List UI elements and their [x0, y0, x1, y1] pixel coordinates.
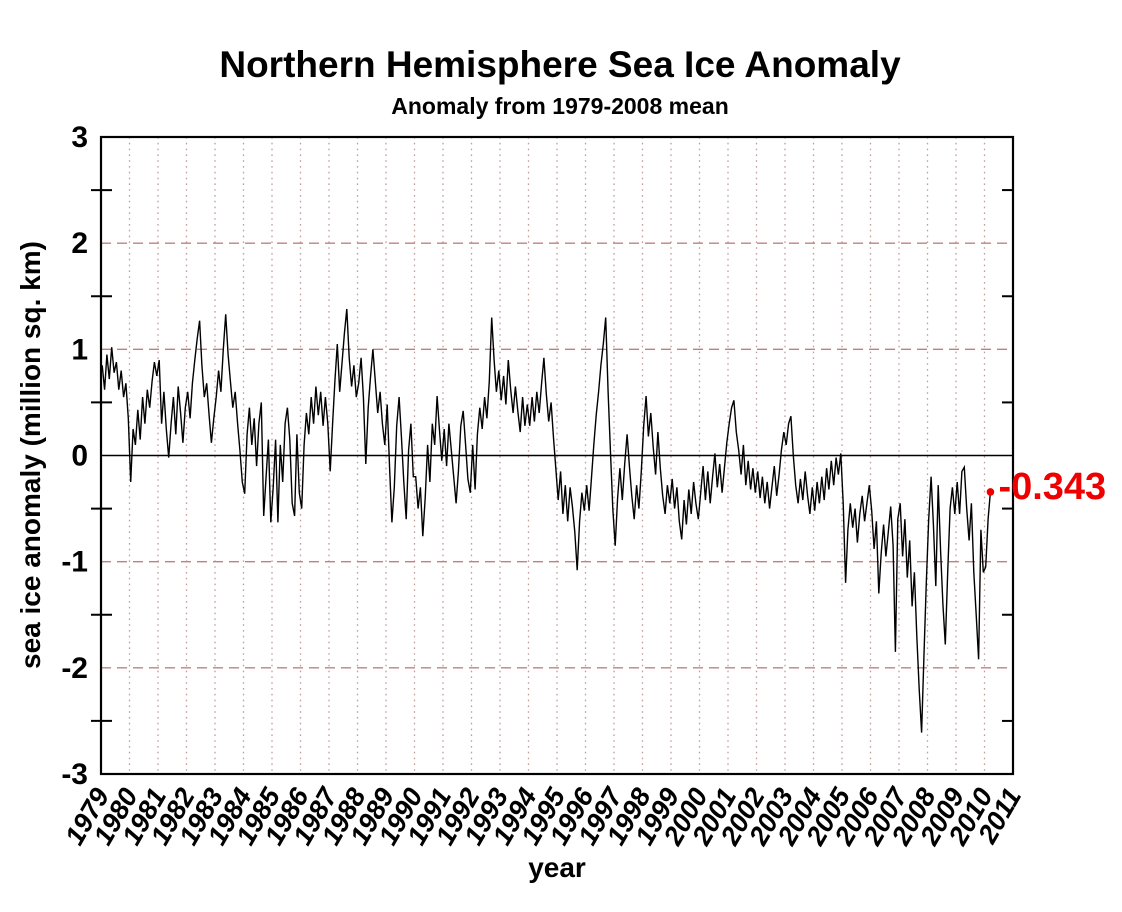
data-series-path — [101, 308, 992, 733]
annotation-dot — [986, 488, 995, 496]
y-tick-label: 0 — [71, 440, 88, 473]
y-tick-label: 1 — [71, 333, 88, 366]
chart-title: Northern Hemisphere Sea Ice Anomaly — [219, 44, 901, 85]
y-axis-label: sea ice anomaly (million sq. km) — [15, 241, 46, 669]
chart-subtitle: Anomaly from 1979-2008 mean — [391, 93, 729, 119]
plot-frame-layer — [99, 135, 1015, 776]
tick-labels-layer: 3210-1-2-3197919801981198219831984198519… — [59, 121, 1027, 851]
plot-border — [99, 135, 1015, 776]
series-layer — [101, 308, 992, 733]
x-axis-label: year — [528, 852, 586, 883]
y-tick-label: -3 — [61, 758, 88, 791]
annotation-value: -0.343 — [998, 466, 1106, 508]
y-tick-label: 2 — [71, 227, 88, 260]
y-tick-label: -1 — [61, 546, 88, 579]
y-tick-label: 3 — [71, 121, 88, 154]
y-tick-label: -2 — [61, 652, 88, 685]
grid-layer — [101, 137, 1013, 774]
